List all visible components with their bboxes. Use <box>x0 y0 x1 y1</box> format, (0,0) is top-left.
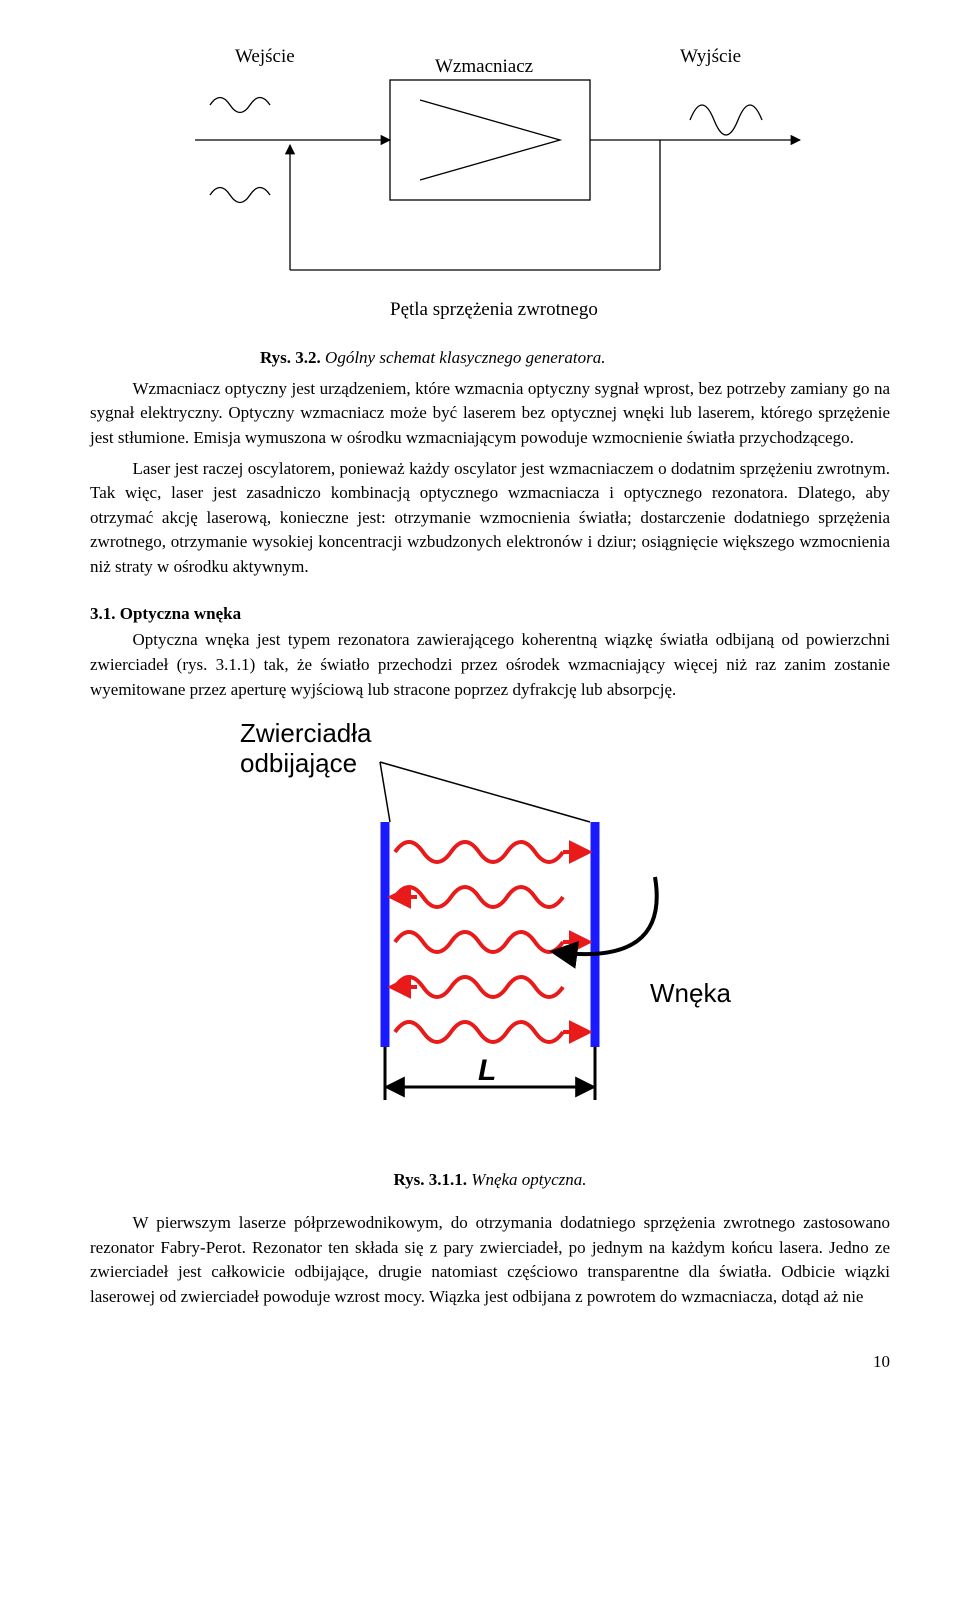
paragraph-3: W pierwszym laserze półprzewodnikowym, d… <box>90 1211 890 1310</box>
label-mirrors-line1: Zwierciadła <box>240 718 372 748</box>
cavity-svg: Zwierciadła odbijające Wnęka L <box>210 702 770 1162</box>
label-feedback: Pętla sprzężenia zwrotnego <box>390 299 598 320</box>
page-number: 10 <box>90 1350 890 1375</box>
opamp-triangle-icon <box>420 100 560 180</box>
wave-row5 <box>395 1022 563 1042</box>
label-mirrors-line2: odbijające <box>240 748 357 778</box>
output-wave-icon <box>690 105 762 135</box>
section-heading: 3.1. Optyczna wnęka <box>90 602 890 627</box>
figure1-caption-title: Ogólny schemat klasycznego generatora. <box>321 348 606 367</box>
feedback-wave-icon <box>210 188 270 203</box>
input-wave-icon <box>210 98 270 113</box>
leader-right <box>380 762 590 822</box>
figure1-caption-label: Rys. 3.2. <box>260 348 321 367</box>
label-output: Wyjście <box>680 46 741 67</box>
figure1-caption: Rys. 3.2. Ogólny schemat klasycznego gen… <box>180 346 890 371</box>
section-body: Optyczna wnęka jest typem rezonatora zaw… <box>90 628 890 702</box>
figure2-caption-label: Rys. 3.1.1. <box>394 1170 468 1189</box>
label-cavity: Wnęka <box>650 978 731 1008</box>
leader-left <box>380 762 390 822</box>
label-amplifier: Wzmacniacz <box>435 56 533 77</box>
amplifier-svg: Wejście Wzmacniacz Wyjście Pętla sprzęże… <box>140 40 840 340</box>
paragraph-1: Wzmacniacz optyczny jest urządzeniem, kt… <box>90 377 890 451</box>
label-L: L <box>478 1054 496 1087</box>
figure-cavity-diagram: Zwierciadła odbijające Wnęka L <box>90 702 890 1193</box>
label-input: Wejście <box>235 46 295 67</box>
wave-row1 <box>395 842 563 862</box>
wave-row2 <box>395 887 563 907</box>
figure-amplifier-diagram: Wejście Wzmacniacz Wyjście Pętla sprzęże… <box>90 40 890 371</box>
wave-row3 <box>395 932 563 952</box>
figure2-caption-title: Wnęka optyczna. <box>467 1170 586 1189</box>
paragraph-2: Laser jest raczej oscylatorem, ponieważ … <box>90 457 890 580</box>
wave-row4 <box>395 977 563 997</box>
figure2-caption: Rys. 3.1.1. Wnęka optyczna. <box>90 1168 890 1193</box>
